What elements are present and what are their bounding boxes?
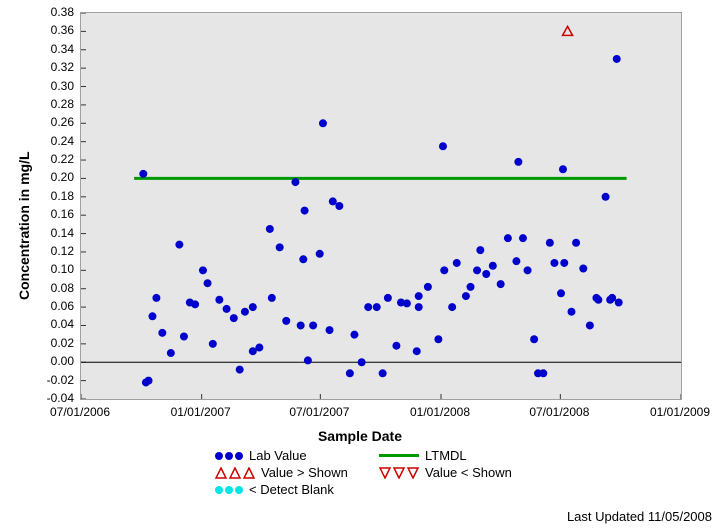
- legend-label: LTMDL: [425, 448, 467, 463]
- footer-text: Last Updated 11/05/2008: [567, 509, 712, 524]
- legend-label: Value < Shown: [425, 465, 512, 480]
- legend-label: Lab Value: [249, 448, 307, 463]
- x-axis-title: Sample Date: [0, 428, 720, 444]
- legend: Lab Value LTMDL Value > Shown Value < Shown…: [215, 448, 519, 497]
- x-tick-label: 07/01/2007: [289, 406, 349, 418]
- legend-label: < Detect Blank: [249, 482, 334, 497]
- legend-item: Lab Value: [215, 448, 355, 463]
- legend-item: Value < Shown: [379, 465, 519, 480]
- legend-label: Value > Shown: [261, 465, 348, 480]
- x-tick-label: 01/01/2007: [171, 406, 231, 418]
- x-tick-label: 01/01/2008: [410, 406, 470, 418]
- chart-container: Concentration in mg/L -0.04-0.020.000.02…: [0, 0, 720, 528]
- x-tick-label: 07/01/2008: [529, 406, 589, 418]
- legend-item: LTMDL: [379, 448, 519, 463]
- legend-item: < Detect Blank: [215, 482, 355, 497]
- x-tick-label: 07/01/2006: [50, 406, 110, 418]
- legend-item: Value > Shown: [215, 465, 355, 480]
- x-tick-label: 01/01/2009: [650, 406, 710, 418]
